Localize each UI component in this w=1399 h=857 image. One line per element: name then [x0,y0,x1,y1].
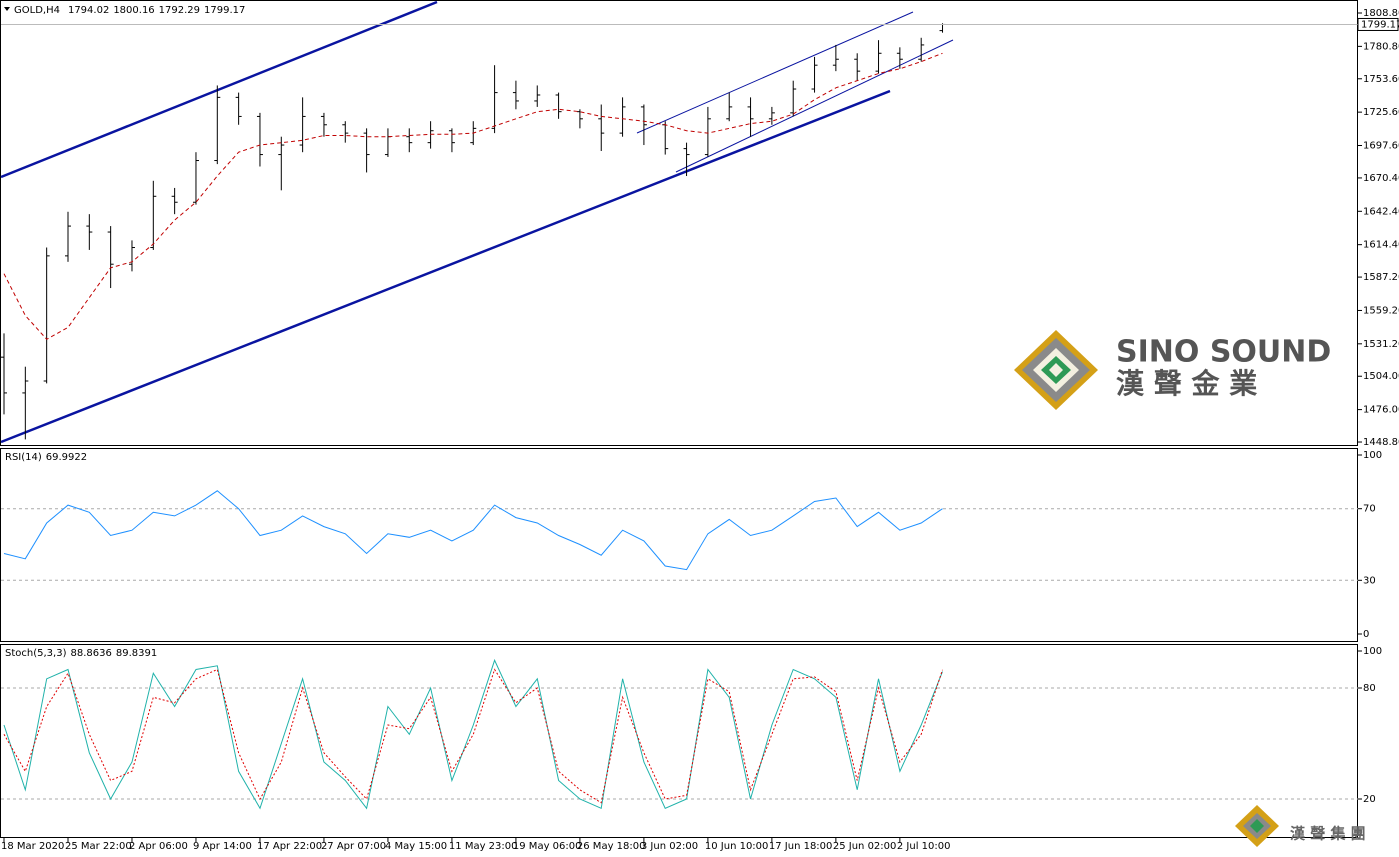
header-arrow [4,7,10,11]
ohlc-low: 1792.29 [159,5,200,16]
x-tick-label: 17 Jun 18:00 [769,841,833,852]
x-tick-label: 25 Jun 02:00 [833,841,897,852]
logo [1014,330,1098,410]
trend-line [636,11,914,134]
indicator-value: 88.8636 [70,648,111,659]
indicator-signal: 89.8391 [116,648,157,659]
y-tick-label: 1448.80 [1363,437,1399,448]
x-tick-label: 27 Apr 07:00 [321,841,386,852]
y-tick-label: 0 [1363,629,1369,640]
indicator-line [3,490,943,571]
last-price-label: 1799.17 [1361,19,1399,30]
y-tick-label: 1725.60 [1363,107,1399,118]
stoch-panel [0,644,1358,838]
y-tick-label: 1559.20 [1363,305,1399,316]
brand: SINO SOUND [1116,335,1331,370]
y-tick-label: 1642.40 [1363,206,1399,217]
x-tick-label: 3 Jun 02:00 [641,841,698,852]
indicator-value: 69.9922 [46,452,87,463]
y-tick-label: 1614.40 [1363,240,1399,251]
rsi-panel [0,448,1358,642]
y-tick-label: 1808.80 [1363,8,1399,19]
x-tick-label: 2 Apr 06:00 [129,841,188,852]
ohlc-close: 1799.17 [204,5,245,16]
rsi-header: RSI(14) 69.9922 [5,452,87,463]
y-tick-label: 1780.80 [1363,41,1399,52]
x-tick-label: 18 Mar 2020 [1,841,64,852]
x-tick-label: 19 May 06:00 [513,841,582,852]
brand-chinese: 漢 聲 金 業 [1116,367,1257,400]
y-tick-label: 1476.00 [1363,405,1399,416]
y-tick-label: 1531.20 [1363,339,1399,350]
footer-logo [1235,805,1279,847]
y-tick-label: 20 [1363,794,1376,805]
y-tick-label: 100 [1363,646,1382,657]
x-tick-label: 25 Mar 22:00 [65,841,132,852]
signal-line [3,668,943,804]
indicator-line [3,658,943,810]
y-tick-label: 1587.20 [1363,272,1399,283]
y-tick-label: 1504.00 [1363,371,1399,382]
ohlc-open: 1794.02 [68,5,109,16]
trend-line [0,0,438,179]
main-panel [0,0,1358,446]
x-tick-label: 9 Apr 14:00 [193,841,252,852]
trend-line [675,39,954,173]
last-price-box [1357,17,1399,31]
stoch-header: Stoch(5,3,3) 88.8636 89.8391 [5,648,157,659]
x-tick-label: 2 Jul 10:00 [897,841,951,852]
ohlc-high: 1800.16 [113,5,154,16]
x-tick-label: 26 May 18:00 [577,841,646,852]
x-tick-label: 11 May 23:00 [449,841,518,852]
symbol: GOLD,H4 [14,5,60,16]
y-tick-label: 1670.40 [1363,173,1399,184]
main-header: GOLD,H4 1794.02 1800.16 1792.29 1799.17 [14,5,245,16]
x-tick-label: 10 Jun 10:00 [705,841,769,852]
trend-line [0,89,891,444]
y-tick-label: 100 [1363,450,1382,461]
y-tick-label: 1753.60 [1363,74,1399,85]
x-tick-label: 4 May 15:00 [385,841,447,852]
footer-brand: 漢 聲 集 團 [1290,825,1366,843]
indicator-name: Stoch(5,3,3) [5,648,67,659]
y-tick-label: 30 [1363,575,1376,586]
y-tick-label: 80 [1363,683,1376,694]
moving-average [3,52,943,340]
y-tick-label: 1697.60 [1363,141,1399,152]
y-tick-label: 70 [1363,504,1376,515]
x-tick-label: 17 Apr 22:00 [257,841,322,852]
indicator-name: RSI(14) [5,452,42,463]
